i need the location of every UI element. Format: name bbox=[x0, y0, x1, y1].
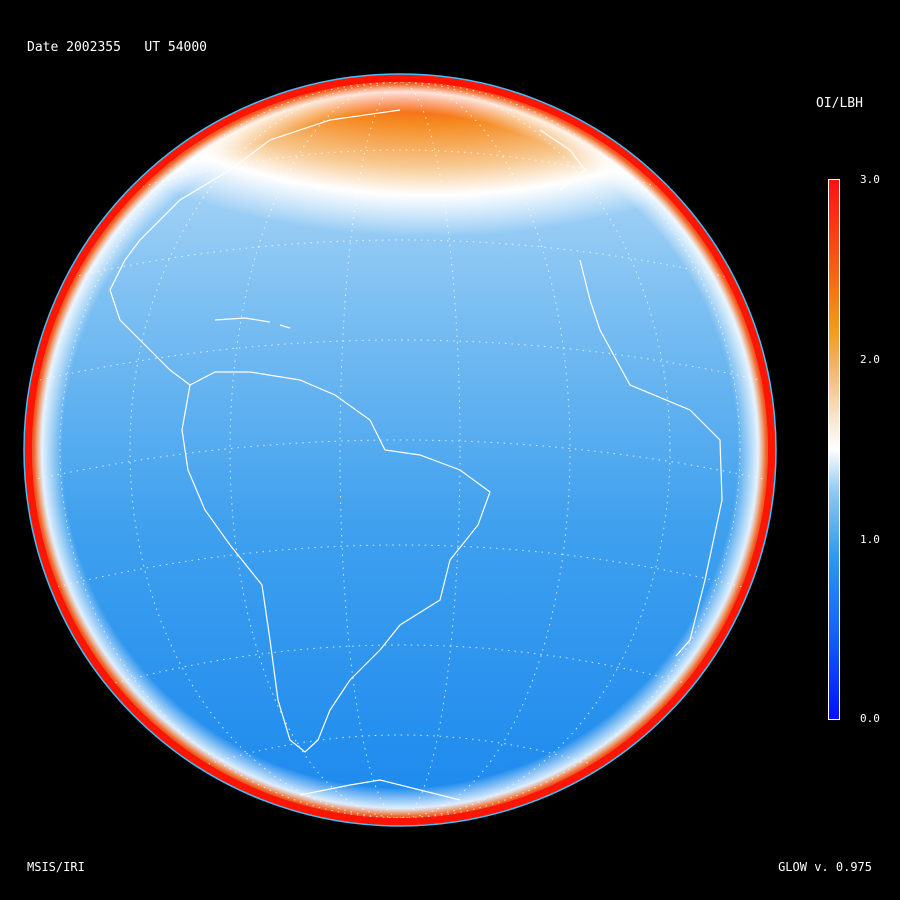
limb-brightening bbox=[32, 82, 768, 818]
south-america-outline bbox=[181, 371, 491, 753]
globe-edge bbox=[23, 73, 777, 827]
graticule bbox=[32, 82, 768, 818]
colorbar-tick: 0.0 bbox=[860, 712, 880, 725]
north-america-outline bbox=[139, 109, 401, 241]
antarctica-outline bbox=[299, 779, 461, 801]
colorbar-tick: 1.0 bbox=[860, 533, 880, 546]
europe-outline bbox=[539, 129, 586, 191]
version-label: GLOW v. 0.975 bbox=[778, 860, 872, 874]
africa-outline bbox=[579, 259, 723, 657]
date-time-label: Date 2002355 UT 54000 bbox=[27, 40, 208, 55]
colorbar-title: OI/LBH bbox=[816, 96, 863, 111]
model-label: MSIS/IRI bbox=[27, 860, 85, 874]
central-america-outline bbox=[109, 239, 191, 386]
coastlines bbox=[109, 109, 723, 801]
colorbar-tick: 3.0 bbox=[860, 173, 880, 186]
colorbar-tick: 2.0 bbox=[860, 353, 880, 366]
caribbean-islands bbox=[214, 317, 291, 329]
colorbar bbox=[828, 179, 840, 720]
